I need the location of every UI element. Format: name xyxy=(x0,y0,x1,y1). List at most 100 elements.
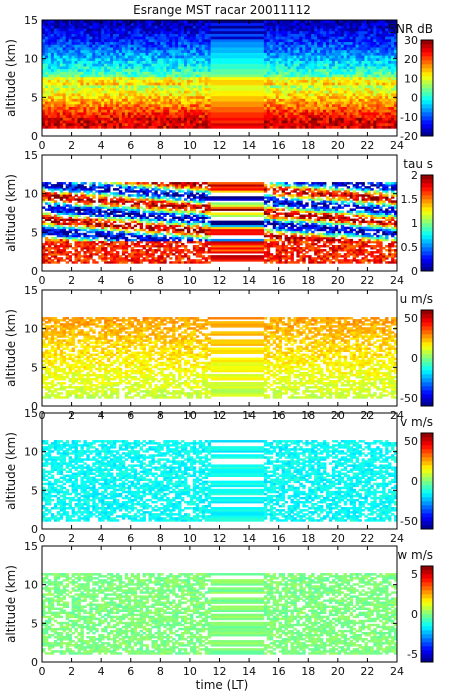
heatmap-cell xyxy=(169,66,173,70)
heatmap-cell xyxy=(50,84,55,89)
heatmap-cell xyxy=(127,76,132,80)
heatmap-cell xyxy=(98,98,102,102)
heatmap-cell xyxy=(331,90,336,94)
heatmap-cell xyxy=(320,33,324,37)
heatmap-cell xyxy=(379,98,383,102)
heatmap-cell xyxy=(216,106,220,110)
heatmap-cell xyxy=(166,41,170,45)
heatmap-cell xyxy=(382,33,386,37)
heatmap-cell xyxy=(154,36,158,40)
heatmap-cell xyxy=(346,55,351,59)
heatmap-cell xyxy=(293,125,297,129)
heatmap-cell xyxy=(189,66,194,70)
heatmap-cell xyxy=(255,122,259,126)
heatmap-cell xyxy=(302,90,306,94)
heatmap-cell xyxy=(391,74,395,78)
heatmap-cell xyxy=(219,38,223,43)
heatmap-cell xyxy=(59,22,64,26)
heatmap-cell xyxy=(216,63,220,67)
heatmap-cell xyxy=(184,76,188,80)
heatmap-cell xyxy=(284,84,288,89)
heatmap-cell xyxy=(328,109,333,113)
heatmap-cell xyxy=(157,44,161,48)
heatmap-cell xyxy=(201,49,206,53)
heatmap-cell xyxy=(50,79,55,83)
heatmap-cell xyxy=(361,71,365,75)
heatmap-cell xyxy=(44,79,49,83)
heatmap-cell xyxy=(42,196,46,199)
heatmap-cell xyxy=(44,257,49,260)
heatmap-cell xyxy=(305,103,309,108)
heatmap-cell xyxy=(352,122,356,126)
heatmap-cell xyxy=(110,38,114,43)
heatmap-cell xyxy=(263,90,268,94)
heatmap-cell xyxy=(50,125,55,129)
heatmap-cell xyxy=(74,52,78,56)
heatmap-cell xyxy=(71,101,75,105)
heatmap-cell xyxy=(178,109,182,113)
heatmap-cell xyxy=(222,33,226,37)
heatmap-cell xyxy=(275,22,280,26)
heatmap-cell xyxy=(189,120,194,124)
heatmap-cell xyxy=(71,93,75,97)
heatmap-cell xyxy=(175,63,179,67)
heatmap-cell xyxy=(328,36,333,40)
heatmap-cell xyxy=(157,112,161,116)
heatmap-cell xyxy=(98,82,102,86)
heatmap-cell xyxy=(302,57,306,61)
heatmap-cell xyxy=(334,106,339,110)
heatmap-cell xyxy=(127,66,132,70)
heatmap-cell xyxy=(249,71,253,75)
heatmap-cell xyxy=(376,47,380,51)
heatmap-cell xyxy=(343,63,348,67)
heatmap-cell xyxy=(272,63,277,67)
heatmap-cell xyxy=(231,44,235,48)
heatmap-cell xyxy=(98,30,102,34)
heatmap-cell xyxy=(47,222,52,226)
heatmap-cell xyxy=(346,28,351,32)
heatmap-cell xyxy=(59,87,64,91)
heatmap-cell xyxy=(246,22,250,26)
heatmap-cell xyxy=(56,125,61,129)
heatmap-cell xyxy=(228,117,232,121)
heatmap-cell xyxy=(207,41,212,45)
heatmap-cell xyxy=(121,79,126,83)
heatmap-cell xyxy=(317,71,321,75)
heatmap-cell xyxy=(299,20,303,24)
heatmap-cell xyxy=(269,47,274,51)
heatmap-cell xyxy=(42,220,46,224)
heatmap-cell xyxy=(343,30,348,34)
heatmap-cell xyxy=(118,28,123,32)
heatmap-cell xyxy=(124,101,129,105)
heatmap-cell xyxy=(243,98,247,102)
heatmap-cell xyxy=(228,36,232,40)
heatmap-cell xyxy=(385,25,389,29)
heatmap-cell xyxy=(385,87,389,91)
heatmap-cell xyxy=(204,90,209,94)
heatmap-cell xyxy=(263,47,268,51)
heatmap-cell xyxy=(346,41,351,45)
heatmap-cell xyxy=(293,90,297,94)
heatmap-cell xyxy=(219,106,223,110)
heatmap-cell xyxy=(337,66,342,70)
heatmap-cell xyxy=(98,41,102,45)
heatmap-cell xyxy=(385,114,389,118)
heatmap-cell xyxy=(308,71,312,75)
heatmap-cell xyxy=(192,117,197,121)
heatmap-cell xyxy=(296,71,300,75)
heatmap-cell xyxy=(234,49,238,53)
heatmap-cell xyxy=(186,22,191,26)
heatmap-cell xyxy=(305,90,309,94)
heatmap-cell xyxy=(266,106,271,110)
heatmap-cell xyxy=(334,120,339,124)
heatmap-cell xyxy=(169,109,173,113)
heatmap-cell xyxy=(207,28,212,32)
heatmap-cell xyxy=(98,76,102,80)
heatmap-cell xyxy=(130,66,135,70)
heatmap-cell xyxy=(219,103,223,108)
heatmap-cell xyxy=(207,95,212,99)
heatmap-cell xyxy=(127,28,132,32)
heatmap-cell xyxy=(222,68,226,72)
heatmap-cell xyxy=(278,66,283,70)
